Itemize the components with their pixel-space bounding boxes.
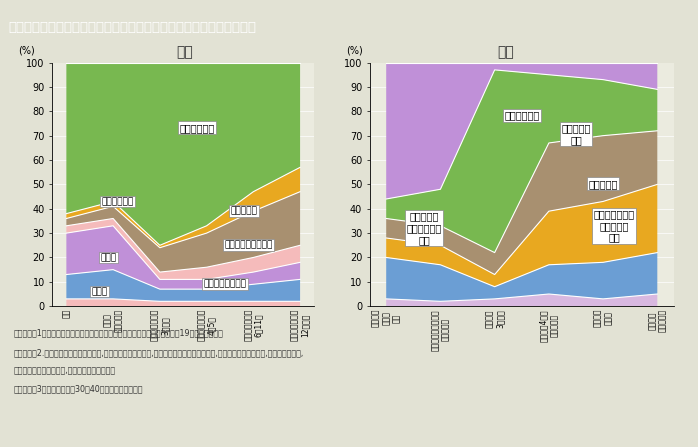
Text: 家でできる
仕事: 家でできる 仕事 [561,123,591,145]
Polygon shape [66,167,300,248]
Text: （備考）　1．内閣府「女性のライフプランニング支援に関する調査」（平成19年）より作成。: （備考） 1．内閣府「女性のライフプランニング支援に関する調査」（平成19年）よ… [14,328,224,337]
Text: 委託職員」,「派遣社員」を含む。: 委託職員」,「派遣社員」を含む。 [14,366,116,375]
Text: 短時間勤務: 短時間勤務 [588,179,618,189]
Polygon shape [66,219,300,279]
Polygon shape [386,294,658,306]
Text: 第１－４－３図　女性のライフステージに応じた働き方の希望と現実: 第１－４－３図 女性のライフステージに応じた働き方の希望と現実 [8,21,256,34]
Polygon shape [66,226,300,289]
Text: 現実: 現実 [177,45,193,59]
Text: 3．調査対象は，30～40歳代の女性である。: 3．調査対象は，30～40歳代の女性である。 [14,384,144,393]
Polygon shape [66,192,300,272]
Text: パート・アルバイト: パート・アルバイト [225,241,273,250]
Text: (%): (%) [346,45,362,55]
Text: 契約・派遣等: 契約・派遣等 [102,197,134,206]
Polygon shape [386,184,658,287]
Text: (%): (%) [18,45,35,55]
Polygon shape [386,131,658,274]
Text: 自営・家族従業等: 自営・家族従業等 [204,280,247,289]
Text: 希望: 希望 [498,45,514,59]
Polygon shape [66,270,300,301]
Text: 在宅・内職: 在宅・内職 [230,207,258,215]
Text: フルタイムだが
残業のない
仕事: フルタイムだが 残業のない 仕事 [593,209,634,242]
Text: 働きたくない: 働きたくない [504,110,540,121]
Polygon shape [386,70,658,253]
Text: 2.「自営・家族従業等」には,「自ら企業・自営業」,「自営の家族従業者」を含み,「契約・派遣等」には,「有期契約社員,: 2.「自営・家族従業等」には,「自ら企業・自営業」,「自営の家族従業者」を含み,… [14,348,304,357]
Polygon shape [386,253,658,301]
Polygon shape [66,299,300,306]
Text: 働いていない: 働いていない [179,123,215,133]
Polygon shape [386,63,658,199]
Text: 正社員: 正社員 [101,253,117,262]
Text: その他: その他 [91,287,107,296]
Text: 残業もある
フルタイムの
仕事: 残業もある フルタイムの 仕事 [406,212,442,245]
Polygon shape [66,63,300,245]
